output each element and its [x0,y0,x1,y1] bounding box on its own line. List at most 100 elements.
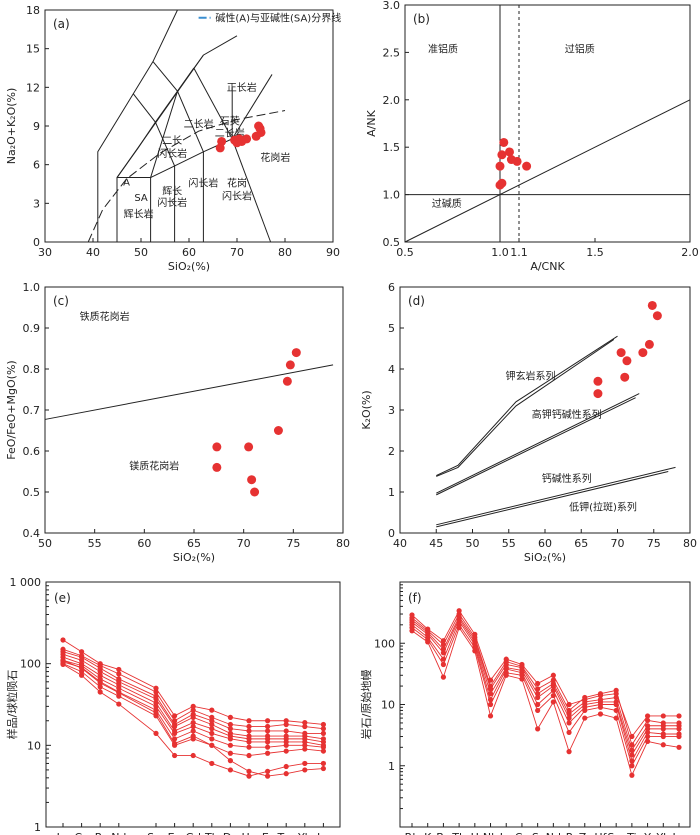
x-tick-label: 90 [326,246,340,259]
data-point [503,672,509,678]
data-point [227,750,233,756]
x-tick-label: 60 [538,537,552,550]
panel-c: 50 55 60 65 70 75 80 0.4 0.5 0.6 0.7 0.8 0.9 1.0 SiO₂(… [5,281,350,564]
data-point [60,637,66,643]
plot-frame [404,4,691,243]
data-point [676,733,682,740]
y-tick-label: 1.0 [23,281,41,294]
data-point [116,666,122,673]
x-tick-label: 50 [134,246,148,259]
data-point [582,715,588,721]
data-point [320,730,326,736]
data-point [582,694,588,701]
series-line [62,659,324,746]
data-point [495,180,505,190]
panel-label: (e) [54,591,71,605]
x-tick-label: 70 [230,246,244,259]
data-point [227,714,233,720]
data-point [172,718,178,724]
data-point [597,704,604,710]
series-line [62,639,324,725]
data-point [247,475,257,485]
field-label: 二长岩 [184,117,214,130]
field-label: 闪长岩 [157,196,187,209]
y-tick-label: 2.5 [383,46,401,59]
data-point [550,687,556,693]
field-boundary [193,67,233,140]
data-point [265,750,271,756]
x-tick-label: Eu [168,831,182,835]
data-point [660,726,666,732]
data-point [116,701,122,707]
x-tick-label: Gd [185,831,201,835]
alkaline-boundary-line [87,110,286,243]
data-point [60,661,66,667]
x-tick-label: 80 [336,537,350,550]
y-tick-label: 0.7 [23,404,41,417]
data-point [79,665,85,671]
field-boundary [97,9,178,242]
data-point [535,726,541,732]
data-point [647,300,657,310]
x-tick-label: Ho [241,831,256,835]
data-point [550,699,556,705]
data-point [79,649,85,655]
data-point [265,744,271,750]
y-tick-label: 0 [388,527,395,540]
y-axis-label: Na₂O+K₂O(%) [5,88,18,165]
y-tick-label: 0.9 [23,322,41,335]
y-axis-label: FeO/FeO+MgO(%) [5,360,18,459]
panel-label: (b) [413,12,430,26]
data-point [212,442,222,452]
field-label: 钾玄岩系列 [506,369,556,382]
data-point [209,718,215,724]
panel-f: 1 10 100 Rb K BaTh U NbLaCeSrNd P ZrHfSmTi Y YbLu 岩石… [359,581,691,835]
series-line [62,651,324,734]
data-point [472,648,478,654]
x-tick-label: 45 [429,537,443,550]
data-point [644,738,651,744]
series-line [411,615,679,752]
y-tick-label: 3.0 [383,0,401,12]
y-tick-label: 1 [34,821,41,834]
series-boundary [436,397,636,496]
data-point [97,684,103,690]
data-point [497,150,507,160]
data-point [302,767,308,773]
series-line [411,626,680,777]
data-point [593,376,603,386]
y-tick-label: 1.0 [383,189,401,202]
x-tick-label: 55 [502,537,516,550]
data-point [227,721,233,728]
x-tick-label: Lu [673,831,686,835]
field-label: 花岗 [227,177,247,190]
x-tick-label: Y [643,831,651,835]
data-point [409,628,415,634]
data-point [190,707,196,713]
x-tick-label: La [57,831,70,835]
x-tick-label: 70 [237,537,251,550]
data-point [629,763,635,769]
data-point [190,752,196,759]
field-label: 低钾(拉斑)系列 [569,500,637,513]
data-point [644,339,654,349]
y-tick-label: 100 [20,658,41,671]
data-point [190,733,196,739]
series-line [62,663,324,777]
x-tick-label: Sm [147,831,165,835]
field-label: 铁质花岗岩 [80,310,130,323]
data-point [535,701,541,708]
data-point [190,703,196,709]
x-tick-label: Sr [532,831,544,835]
data-point [285,360,295,370]
x-tick-label: K [424,831,432,835]
field-label: 钙碱性系列 [542,472,592,485]
data-point [79,672,85,678]
data-point [566,729,572,736]
data-point [302,723,308,730]
x-axis-label: SiO₂(%) [173,551,215,564]
data-point [265,739,271,745]
x-axis-label: SiO₂(%) [168,260,210,273]
field-label: 高钾钙碱性系列 [532,408,602,421]
